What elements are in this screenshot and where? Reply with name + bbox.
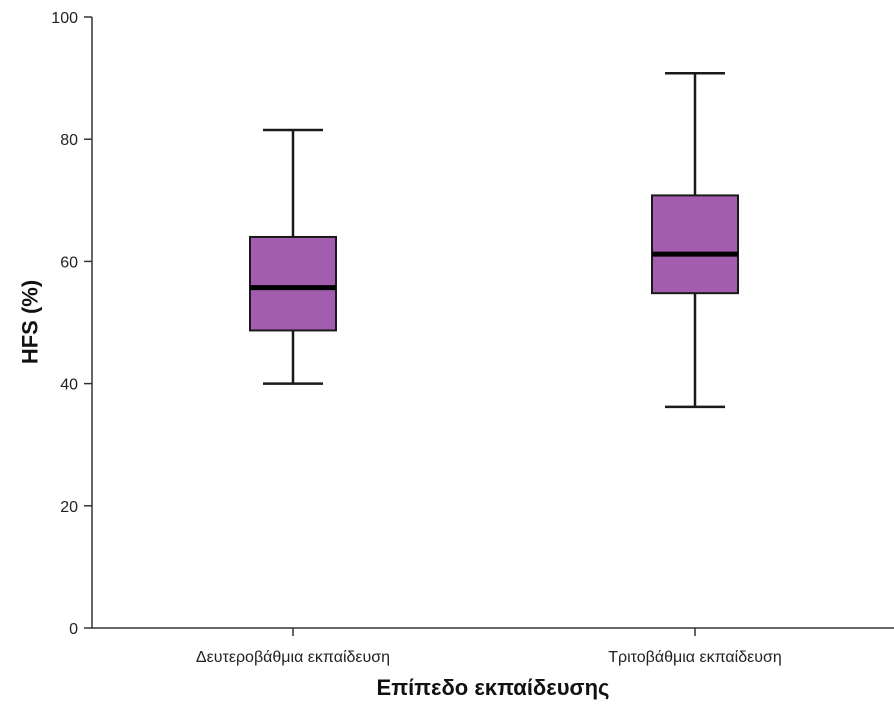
box-1 bbox=[249, 128, 337, 385]
y-axis-title: HFS (%) bbox=[18, 280, 43, 364]
box-2 bbox=[651, 71, 739, 409]
boxes bbox=[249, 71, 739, 409]
y-tick-label: 100 bbox=[51, 10, 78, 27]
iqr-box bbox=[249, 235, 337, 332]
y-tick-label: 60 bbox=[60, 254, 78, 271]
x-axis-title: Επίπεδο εκπαίδευσης bbox=[377, 675, 610, 700]
x-axis-category-labels: Δευτεροβάθμια εκπαίδευση Τριτοβάθμια εκπα… bbox=[196, 628, 782, 666]
y-tick-label: 40 bbox=[60, 377, 78, 394]
y-tick-label: 0 bbox=[69, 621, 78, 638]
y-tick-label: 80 bbox=[60, 132, 78, 149]
axes bbox=[91, 17, 894, 629]
x-category-label: Δευτεροβάθμια εκπαίδευση bbox=[196, 649, 390, 666]
y-tick-label: 20 bbox=[60, 499, 78, 516]
x-category-label: Τριτοβάθμια εκπαίδευση bbox=[608, 649, 782, 666]
y-axis-ticks: 0 20 40 60 80 100 bbox=[51, 10, 92, 638]
iqr-box bbox=[651, 194, 739, 295]
